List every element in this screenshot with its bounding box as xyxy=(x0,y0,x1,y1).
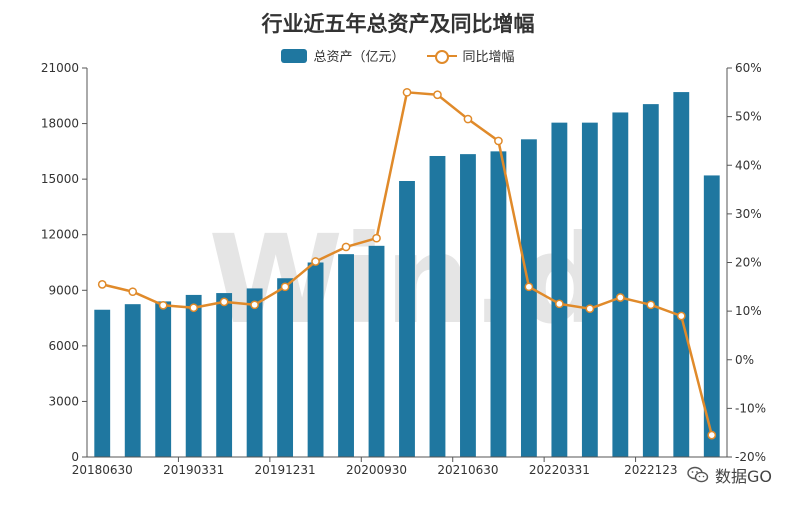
y-right-tick-label: 20% xyxy=(735,256,762,270)
y-left-tick-label: 9000 xyxy=(48,283,79,297)
growth-point xyxy=(676,311,686,321)
growth-point xyxy=(250,300,259,310)
growth-point xyxy=(219,297,229,307)
bar xyxy=(520,139,537,458)
growth-point xyxy=(189,303,199,313)
growth-point xyxy=(433,90,442,100)
bar xyxy=(246,288,263,457)
x-tick-label: 20200930 xyxy=(346,463,407,477)
chart-title: 行业近五年总资产及同比增幅 xyxy=(261,12,535,36)
y-left-tick-label: 18000 xyxy=(41,117,79,131)
legend-label-line: 同比增幅 xyxy=(462,50,515,65)
growth-point xyxy=(707,430,717,440)
x-tick-label: 2022123 xyxy=(624,463,677,477)
y-right-tick-label: 40% xyxy=(735,158,762,172)
bar xyxy=(399,180,415,457)
bar xyxy=(703,175,720,457)
x-tick-label: 20180630 xyxy=(72,463,133,477)
bar xyxy=(612,112,629,457)
x-tick-label: 20190331 xyxy=(163,463,224,477)
bar xyxy=(429,155,446,457)
legend-label-bar: 总资产（亿元） xyxy=(313,50,405,65)
growth-point xyxy=(463,114,473,124)
growth-point xyxy=(372,233,381,243)
y-left-tick-label: 3000 xyxy=(48,394,79,408)
bar xyxy=(94,309,111,457)
y-left-tick-label: 0 xyxy=(71,450,79,464)
growth-point xyxy=(311,257,320,266)
bar xyxy=(673,92,690,457)
growth-point xyxy=(524,282,534,292)
bar xyxy=(216,293,233,457)
legend-item-line[interactable]: 同比增幅 xyxy=(426,46,515,65)
legend-bar-swatch xyxy=(281,48,308,63)
brand-text: 数据GO xyxy=(715,467,772,486)
bar xyxy=(642,104,659,457)
y-right-tick-label: 30% xyxy=(735,207,762,221)
growth-point xyxy=(585,304,595,314)
growth-point xyxy=(402,87,412,97)
y-right-tick-label: -10% xyxy=(735,401,766,415)
x-tick-label: 20220331 xyxy=(529,463,590,477)
bar xyxy=(124,304,141,457)
growth-point xyxy=(646,300,656,310)
y-right-tick-label: 60% xyxy=(735,61,762,75)
growth-point xyxy=(97,280,107,289)
bar xyxy=(368,245,385,457)
growth-point xyxy=(158,300,168,310)
bar xyxy=(307,262,324,457)
bar xyxy=(155,301,172,457)
y-right-tick-label: 0% xyxy=(735,353,754,367)
chart-legend: 总资产（亿元） 同比增幅 xyxy=(0,46,796,65)
bar xyxy=(551,122,568,458)
y-left-tick-label: 21000 xyxy=(41,61,79,75)
bar xyxy=(277,278,294,457)
bar xyxy=(185,294,202,457)
growth-point xyxy=(128,287,138,297)
bar xyxy=(460,154,476,457)
x-tick-label: 20191231 xyxy=(255,463,316,477)
y-left-tick-label: 6000 xyxy=(48,339,79,353)
bar xyxy=(490,151,507,457)
growth-point xyxy=(615,293,625,302)
growth-point xyxy=(341,242,351,252)
growth-point xyxy=(555,299,564,309)
brand-badge: 数据GO xyxy=(685,463,774,487)
bar xyxy=(581,122,598,458)
legend-item-bar[interactable]: 总资产（亿元） xyxy=(281,46,405,65)
x-tick-label: 20210630 xyxy=(437,463,498,477)
y-right-tick-label: 10% xyxy=(735,304,762,318)
y-right-tick-label: -20% xyxy=(735,450,766,464)
growth-point xyxy=(280,282,290,292)
y-left-tick-label: 12000 xyxy=(41,228,79,242)
y-left-tick-label: 15000 xyxy=(41,172,79,186)
y-right-tick-label: 50% xyxy=(735,110,762,124)
legend-line-swatch xyxy=(426,49,457,64)
growth-point xyxy=(494,136,503,146)
wechat-icon xyxy=(687,466,709,483)
bar xyxy=(338,254,354,457)
